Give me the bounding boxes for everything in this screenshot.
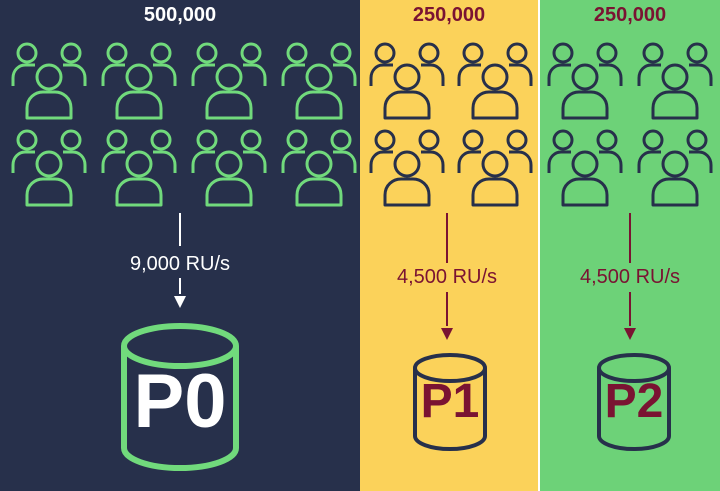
database-cylinder-icon: P1	[412, 352, 488, 452]
user-group-icon	[191, 129, 267, 207]
arrow-head	[624, 328, 636, 340]
user-group-icon	[191, 42, 267, 120]
user-group-icon	[10, 40, 88, 125]
user-group-icon	[369, 129, 445, 207]
user-group-icon	[457, 129, 533, 207]
user-group-icon	[546, 40, 624, 125]
partition-panel-p2: 250,000 4,500 RU/s P2	[540, 0, 720, 491]
partition-label: P2	[604, 375, 664, 428]
user-group-icon	[636, 127, 714, 212]
arrow-line	[629, 213, 631, 263]
user-group-icon	[190, 127, 268, 212]
arrow-line	[446, 213, 448, 263]
user-group-icon	[100, 127, 178, 212]
user-group-icon	[636, 40, 714, 125]
user-group-icon	[10, 127, 88, 212]
user-group-icon	[190, 40, 268, 125]
user-group-icon	[547, 42, 623, 120]
user-group-icon	[11, 129, 87, 207]
user-count-label: 250,000	[593, 4, 667, 26]
arrow-line	[179, 278, 181, 294]
database-cylinder-icon: P2	[596, 352, 672, 452]
arrow-head	[441, 328, 453, 340]
user-group-icon	[457, 42, 533, 120]
partition-panel-p1: 250,000 4,500 RU/s P1	[360, 0, 538, 491]
user-group-icon	[281, 42, 357, 120]
user-group-icon	[101, 42, 177, 120]
throughput-label: 9,000 RU/s	[129, 253, 231, 275]
user-group-icon	[101, 129, 177, 207]
user-group-icon	[368, 127, 446, 212]
database-cylinder-icon: P0	[120, 322, 240, 472]
arrow-line	[179, 213, 181, 246]
user-group-icon	[280, 40, 358, 125]
throughput-label: 4,500 RU/s	[396, 266, 498, 288]
user-count-label: 250,000	[412, 4, 486, 26]
database-cylinder-outline	[413, 353, 487, 451]
throughput-label: 4,500 RU/s	[579, 266, 681, 288]
user-count-label: 500,000	[143, 4, 217, 26]
arrow-line	[629, 292, 631, 326]
database-cylinder-outline	[121, 323, 239, 471]
user-group-icon	[368, 40, 446, 125]
user-group-icon	[280, 127, 358, 212]
database-cylinder-outline	[597, 353, 671, 451]
partition-label: P1	[420, 375, 480, 428]
user-group-icon	[281, 129, 357, 207]
user-group-icon	[100, 40, 178, 125]
user-group-icon	[456, 40, 534, 125]
user-group-icon	[547, 129, 623, 207]
user-group-icon	[369, 42, 445, 120]
partition-panel-p0: 500,000 9,000 RU/s P0	[0, 0, 360, 491]
user-group-icon	[456, 127, 534, 212]
user-group-icon	[546, 127, 624, 212]
user-group-icon	[637, 42, 713, 120]
arrow-line	[446, 292, 448, 326]
partition-label: P0	[133, 359, 227, 444]
user-group-icon	[11, 42, 87, 120]
user-group-icon	[637, 129, 713, 207]
arrow-head	[174, 296, 186, 308]
